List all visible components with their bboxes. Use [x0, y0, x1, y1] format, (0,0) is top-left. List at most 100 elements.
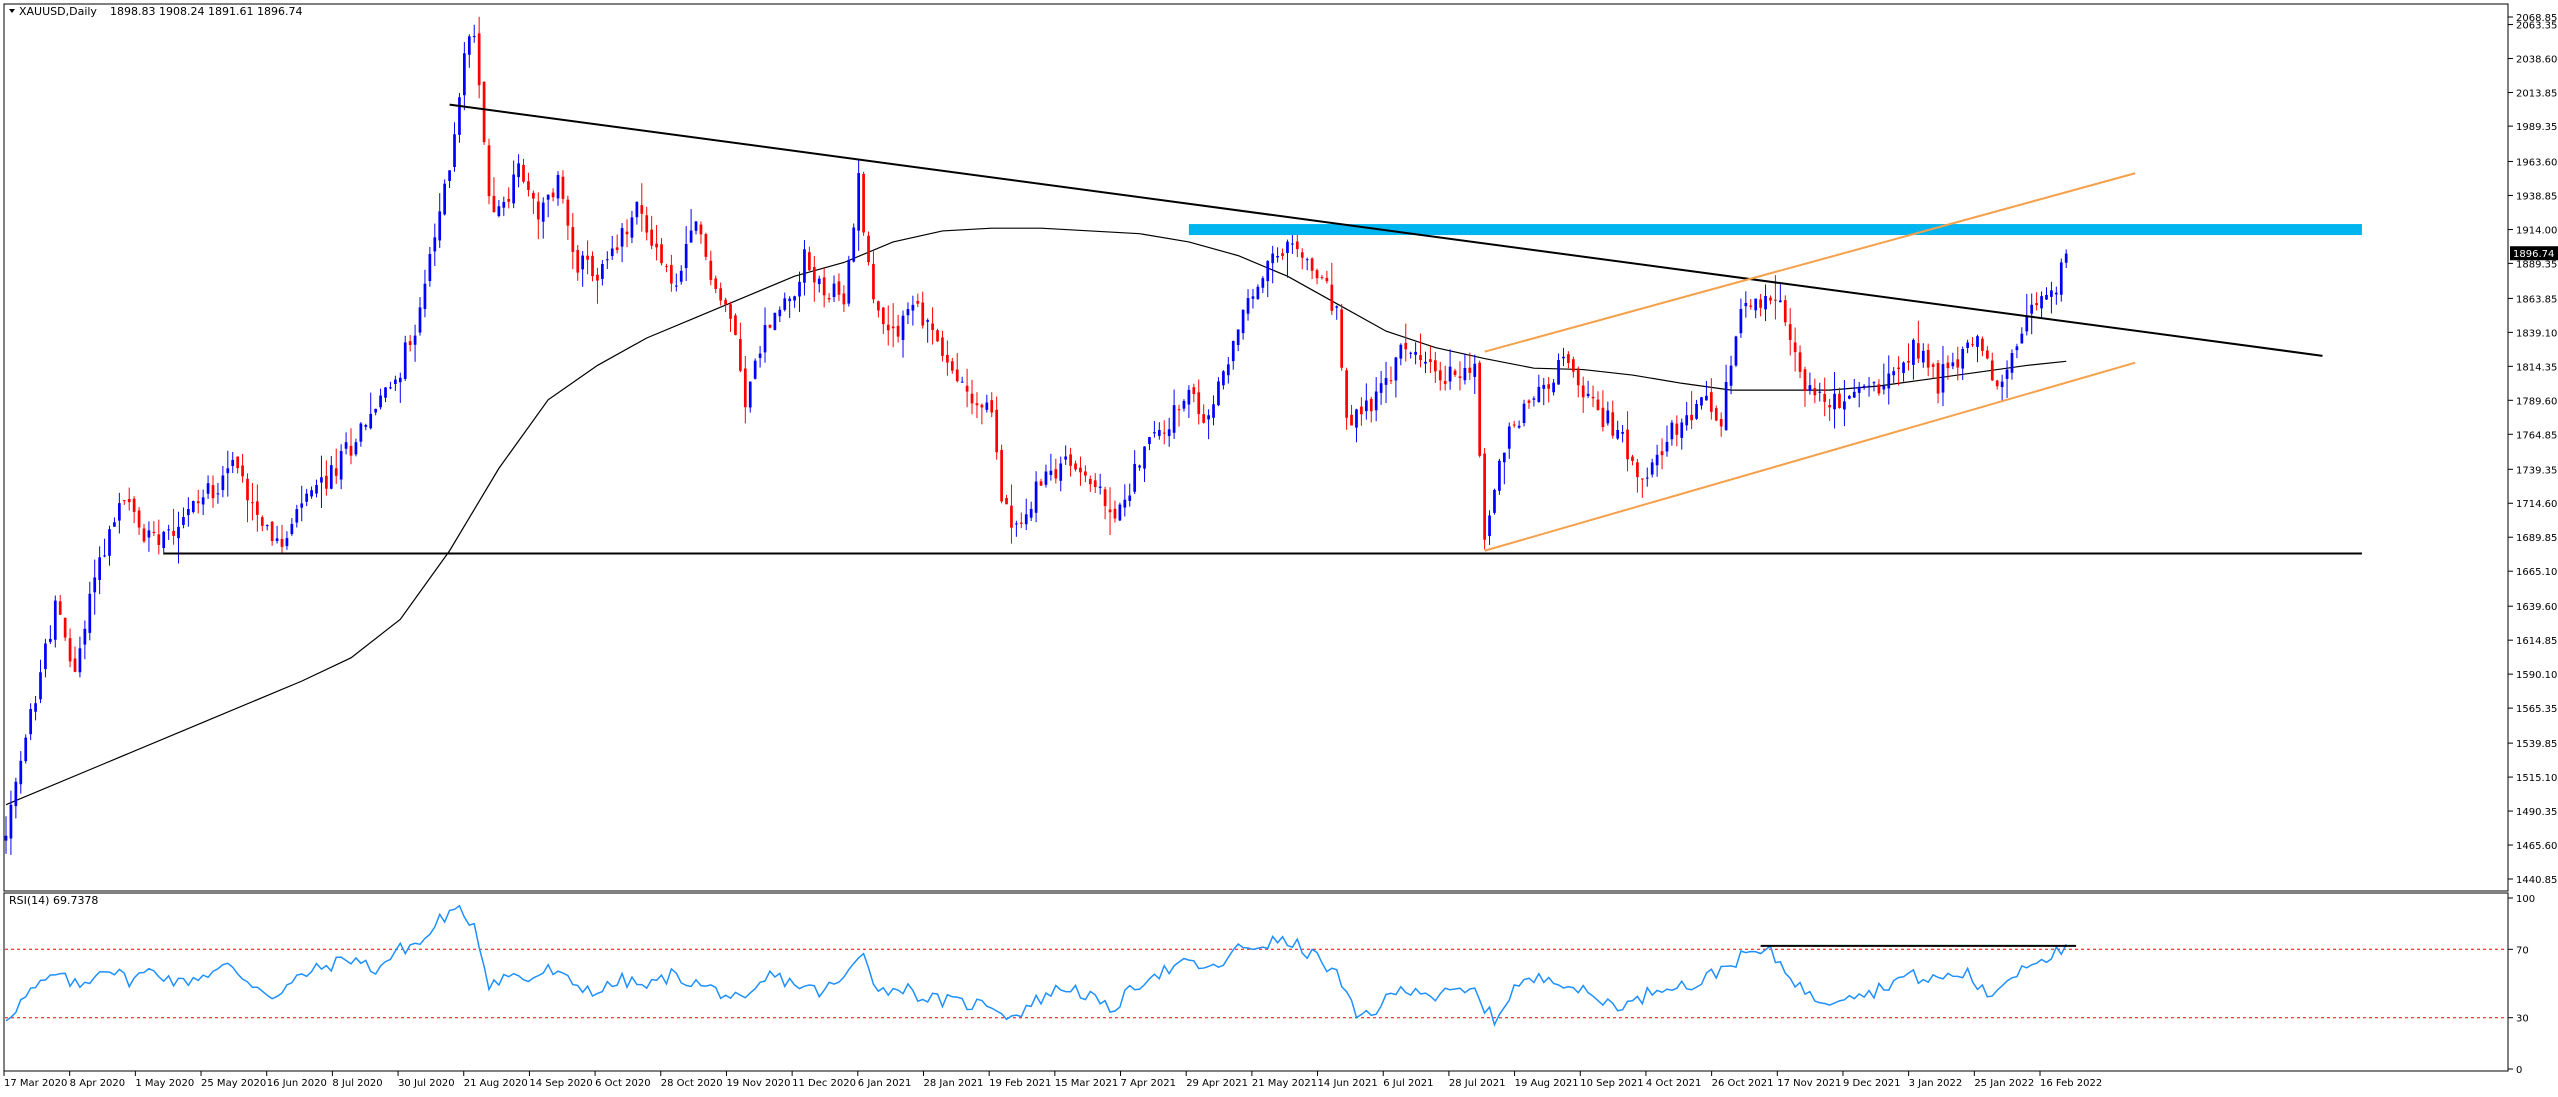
- candle-body: [1887, 373, 1891, 389]
- candle-body: [1325, 277, 1329, 282]
- candle-body: [152, 531, 156, 534]
- candle-body: [946, 354, 949, 363]
- candle-body: [142, 528, 146, 542]
- candle-body: [1374, 391, 1378, 411]
- candle-body: [596, 274, 599, 281]
- candle-body: [49, 638, 52, 642]
- candle-body: [512, 174, 516, 204]
- candle-body: [1833, 393, 1836, 410]
- candle-body: [329, 465, 333, 489]
- candle-body: [1049, 470, 1053, 475]
- candle-body: [1345, 370, 1348, 418]
- candle-body: [1843, 401, 1846, 410]
- candle-body: [1951, 362, 1955, 367]
- candle-body: [359, 423, 363, 442]
- candle-body: [443, 183, 447, 215]
- candle-body: [231, 459, 235, 466]
- candle-body: [295, 509, 299, 523]
- candle-body: [970, 393, 974, 404]
- candle-body: [280, 538, 284, 547]
- candle-body: [605, 259, 609, 261]
- candle-body: [196, 501, 200, 504]
- candle-body: [1093, 480, 1097, 488]
- candle-body: [1621, 432, 1624, 434]
- candle-body: [1709, 392, 1713, 412]
- candle-body: [906, 309, 910, 316]
- candle-body: [743, 368, 747, 408]
- candle-body: [532, 192, 535, 199]
- candle-body: [2015, 346, 2019, 351]
- candle-body: [1798, 352, 1802, 372]
- candle-body: [1739, 308, 1743, 334]
- candle-body: [1024, 514, 1028, 525]
- x-tick-label: 8 Jul 2020: [332, 1078, 382, 1089]
- candle-body: [748, 381, 752, 408]
- candle-body: [1261, 278, 1265, 288]
- candle-body: [877, 301, 880, 311]
- candle-body: [1295, 241, 1299, 250]
- candle-body: [803, 249, 806, 283]
- candle-body: [428, 254, 432, 282]
- candle-body: [955, 369, 959, 382]
- candle-body: [1956, 359, 1960, 368]
- candle-body: [2025, 315, 2029, 332]
- x-tick-label: 29 Apr 2021: [1186, 1078, 1248, 1089]
- candle-body: [891, 326, 895, 329]
- candle-body: [1424, 361, 1427, 364]
- collapse-triangle-icon[interactable]: [9, 9, 15, 13]
- candle-body: [364, 425, 368, 427]
- candle-body: [1640, 478, 1644, 480]
- candle-body: [1458, 376, 1462, 379]
- candle-body: [1153, 432, 1156, 434]
- x-tick-label: 28 Jul 2021: [1449, 1078, 1506, 1089]
- candle-body: [950, 361, 954, 371]
- candle-body: [1350, 414, 1353, 426]
- candle-body: [507, 198, 511, 202]
- candle-body: [990, 400, 994, 413]
- candle-body: [1961, 349, 1965, 369]
- candle-body: [236, 456, 240, 469]
- candle-body: [1783, 300, 1787, 323]
- candle-body: [881, 307, 885, 325]
- candle-body: [911, 304, 915, 311]
- candle-body: [2005, 369, 2009, 379]
- candle-body: [58, 601, 62, 615]
- candle-body: [1148, 437, 1151, 445]
- candle-body: [1192, 387, 1196, 395]
- y-tick-label: 1739.35: [2516, 465, 2557, 476]
- candle-body: [256, 501, 259, 515]
- candle-body: [808, 252, 811, 271]
- candle-body: [645, 215, 649, 233]
- candle-body: [2030, 304, 2034, 314]
- candle-body: [1207, 415, 1210, 420]
- candle-body: [1123, 499, 1127, 508]
- candle-body: [1044, 471, 1048, 485]
- candle-body: [640, 205, 644, 214]
- candle-body: [1749, 305, 1753, 307]
- candle-body: [1660, 451, 1664, 456]
- candle-body: [453, 134, 456, 168]
- candle-body: [2035, 303, 2038, 306]
- candle-body: [768, 324, 772, 328]
- candle-body: [1182, 400, 1186, 409]
- candle-body: [1778, 300, 1782, 303]
- candle-body: [1364, 400, 1368, 412]
- candle-body: [591, 255, 594, 276]
- candles-group: [4, 16, 2068, 855]
- candle-body: [1029, 508, 1033, 518]
- candle-body: [162, 531, 166, 549]
- candle-body: [1478, 362, 1482, 456]
- y-tick-label: 1963.60: [2516, 157, 2557, 168]
- candle-body: [1394, 357, 1398, 381]
- candle-body: [502, 202, 506, 208]
- y-tick-label: 1789.60: [2516, 396, 2557, 407]
- candle-body: [290, 523, 294, 535]
- candle-body: [1586, 393, 1590, 397]
- candle-body: [1532, 398, 1536, 400]
- candle-body: [1813, 388, 1817, 396]
- candle-body: [1103, 489, 1107, 507]
- candle-body: [674, 285, 678, 287]
- x-tick-label: 21 Aug 2020: [464, 1078, 528, 1089]
- candle-body: [1015, 523, 1018, 525]
